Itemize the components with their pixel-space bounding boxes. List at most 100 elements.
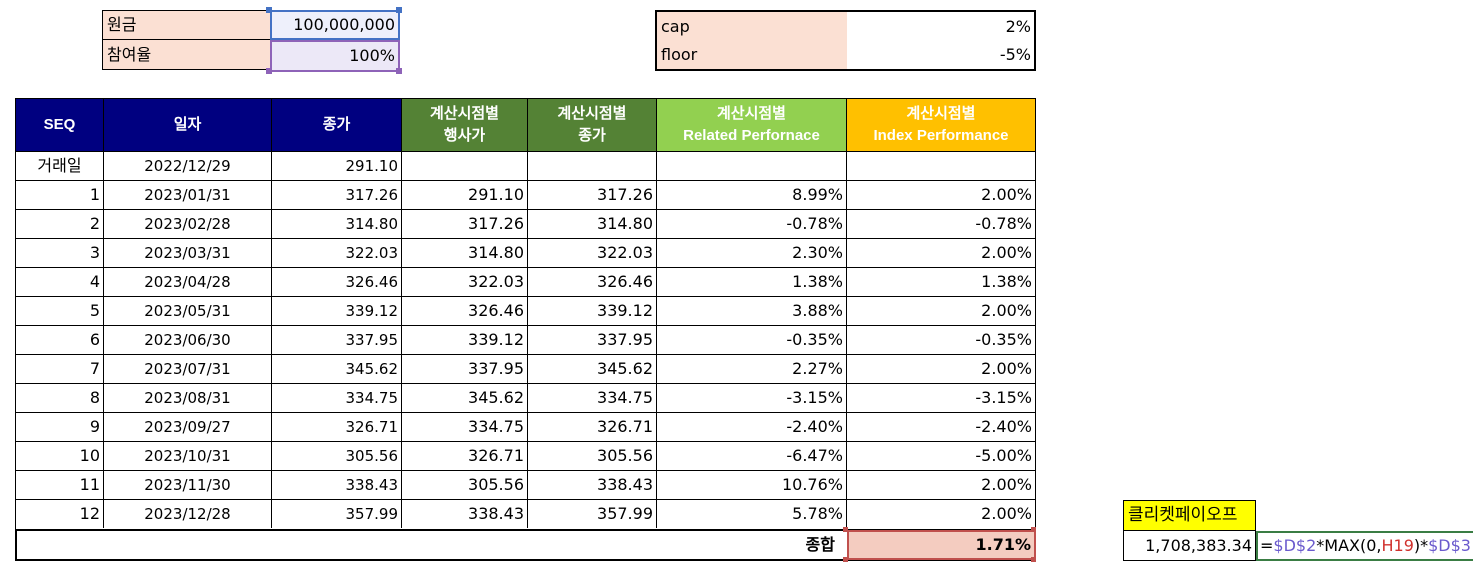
cell-date[interactable]: 2023/03/31 [103, 239, 271, 267]
cell-close[interactable]: 305.56 [271, 442, 401, 470]
principal-label[interactable]: 원금 [102, 10, 270, 40]
cell-date[interactable]: 2023/08/31 [103, 384, 271, 412]
cell-calc-close[interactable]: 345.62 [527, 355, 656, 383]
selection-handle[interactable] [396, 68, 402, 74]
cell-close[interactable]: 337.95 [271, 326, 401, 354]
cell-close[interactable]: 339.12 [271, 297, 401, 325]
cell-calc-close[interactable]: 357.99 [527, 500, 656, 528]
cell-date[interactable]: 2023/10/31 [103, 442, 271, 470]
cell-related[interactable]: 8.99% [656, 181, 846, 209]
cell-seq[interactable]: 1 [89, 185, 100, 204]
cell-close[interactable]: 322.03 [271, 239, 401, 267]
total-label[interactable]: 종합 [805, 535, 835, 554]
cell-seq[interactable]: 12 [79, 504, 100, 523]
cell-close[interactable]: 326.46 [271, 268, 401, 296]
cell-close[interactable]: 357.99 [271, 500, 401, 528]
cell-strike[interactable]: 314.80 [401, 239, 527, 267]
cliquet-formula-editor[interactable]: = $D$2 *MAX(0, H19)* $D$3 [1256, 531, 1473, 561]
cell-date[interactable]: 2023/06/30 [103, 326, 271, 354]
cliquet-label[interactable]: 클리켓페이오프 [1123, 500, 1256, 531]
trade-strike[interactable] [401, 152, 527, 180]
cell-strike[interactable]: 317.26 [401, 210, 527, 238]
cell-index[interactable]: -0.35% [846, 326, 1035, 354]
cap-label[interactable]: cap [657, 12, 847, 41]
cell-related[interactable]: -2.40% [656, 413, 846, 441]
selection-handle[interactable] [843, 557, 848, 562]
cell-index[interactable]: -2.40% [846, 413, 1035, 441]
cell-related[interactable]: 5.78% [656, 500, 846, 528]
header-seq[interactable]: SEQ [16, 99, 103, 151]
cell-date[interactable]: 2023/11/30 [103, 471, 271, 499]
cell-seq[interactable]: 7 [89, 359, 100, 378]
header-close[interactable]: 종가 [271, 99, 401, 151]
cell-calc-close[interactable]: 326.71 [527, 413, 656, 441]
selection-handle[interactable] [266, 7, 272, 13]
cliquet-value[interactable]: 1,708,383.34 [1123, 531, 1256, 561]
cell-calc-close[interactable]: 334.75 [527, 384, 656, 412]
total-value[interactable]: 1.71% [847, 530, 1036, 560]
cell-close[interactable]: 334.75 [271, 384, 401, 412]
cell-calc-close[interactable]: 339.12 [527, 297, 656, 325]
cell-related[interactable]: 2.30% [656, 239, 846, 267]
cell-strike[interactable]: 337.95 [401, 355, 527, 383]
cell-strike[interactable]: 326.46 [401, 297, 527, 325]
selection-handle[interactable] [266, 68, 272, 74]
cell-strike[interactable]: 345.62 [401, 384, 527, 412]
cell-seq[interactable]: 3 [89, 243, 100, 262]
trade-related[interactable] [656, 152, 846, 180]
cell-calc-close[interactable]: 314.80 [527, 210, 656, 238]
cell-related[interactable]: -6.47% [656, 442, 846, 470]
cell-index[interactable]: 2.00% [846, 471, 1035, 499]
cell-calc-close[interactable]: 337.95 [527, 326, 656, 354]
cell-date[interactable]: 2023/12/28 [103, 500, 271, 528]
cell-seq[interactable]: 9 [89, 417, 100, 436]
header-calc-close[interactable]: 계산시점별 종가 [527, 99, 656, 151]
participation-value[interactable]: 100% [270, 40, 400, 72]
cell-close[interactable]: 345.62 [271, 355, 401, 383]
cell-seq[interactable]: 5 [89, 301, 100, 320]
cell-seq[interactable]: 4 [89, 272, 100, 291]
cell-strike[interactable]: 326.71 [401, 442, 527, 470]
cell-seq[interactable]: 6 [89, 330, 100, 349]
cell-calc-close[interactable]: 326.46 [527, 268, 656, 296]
cell-date[interactable]: 2023/04/28 [103, 268, 271, 296]
selection-handle[interactable] [1031, 557, 1036, 562]
trade-calc-close[interactable] [527, 152, 656, 180]
cell-index[interactable]: 2.00% [846, 239, 1035, 267]
cell-index[interactable]: 2.00% [846, 297, 1035, 325]
cell-related[interactable]: -3.15% [656, 384, 846, 412]
trade-index[interactable] [846, 152, 1035, 180]
cell-index[interactable]: 2.00% [846, 500, 1035, 528]
floor-value[interactable]: -5% [999, 45, 1031, 64]
cell-seq[interactable]: 11 [79, 475, 100, 494]
cell-index[interactable]: 1.38% [846, 268, 1035, 296]
cell-date[interactable]: 2023/07/31 [103, 355, 271, 383]
trade-date[interactable]: 2022/12/29 [103, 152, 271, 180]
cell-calc-close[interactable]: 338.43 [527, 471, 656, 499]
cell-related[interactable]: 2.27% [656, 355, 846, 383]
cell-seq[interactable]: 10 [79, 446, 100, 465]
selection-handle[interactable] [843, 527, 848, 532]
floor-label[interactable]: floor [657, 41, 847, 69]
cell-index[interactable]: -3.15% [846, 384, 1035, 412]
cell-seq[interactable]: 8 [89, 388, 100, 407]
cell-date[interactable]: 2023/09/27 [103, 413, 271, 441]
cell-close[interactable]: 326.71 [271, 413, 401, 441]
cell-related[interactable]: 1.38% [656, 268, 846, 296]
cell-close[interactable]: 317.26 [271, 181, 401, 209]
cell-related[interactable]: -0.78% [656, 210, 846, 238]
selection-handle[interactable] [1031, 527, 1036, 532]
cell-related[interactable]: -0.35% [656, 326, 846, 354]
cell-index[interactable]: 2.00% [846, 355, 1035, 383]
cell-date[interactable]: 2023/05/31 [103, 297, 271, 325]
cell-related[interactable]: 3.88% [656, 297, 846, 325]
cell-strike[interactable]: 338.43 [401, 500, 527, 528]
cell-strike[interactable]: 339.12 [401, 326, 527, 354]
header-index-performance[interactable]: 계산시점별 Index Performance [846, 99, 1035, 151]
cell-strike[interactable]: 305.56 [401, 471, 527, 499]
cap-value[interactable]: 2% [1005, 16, 1031, 36]
header-related-performance[interactable]: 계산시점별 Related Perfornace [656, 99, 846, 151]
trade-seq[interactable]: 거래일 [37, 156, 82, 175]
cell-seq[interactable]: 2 [89, 214, 100, 233]
cell-close[interactable]: 314.80 [271, 210, 401, 238]
